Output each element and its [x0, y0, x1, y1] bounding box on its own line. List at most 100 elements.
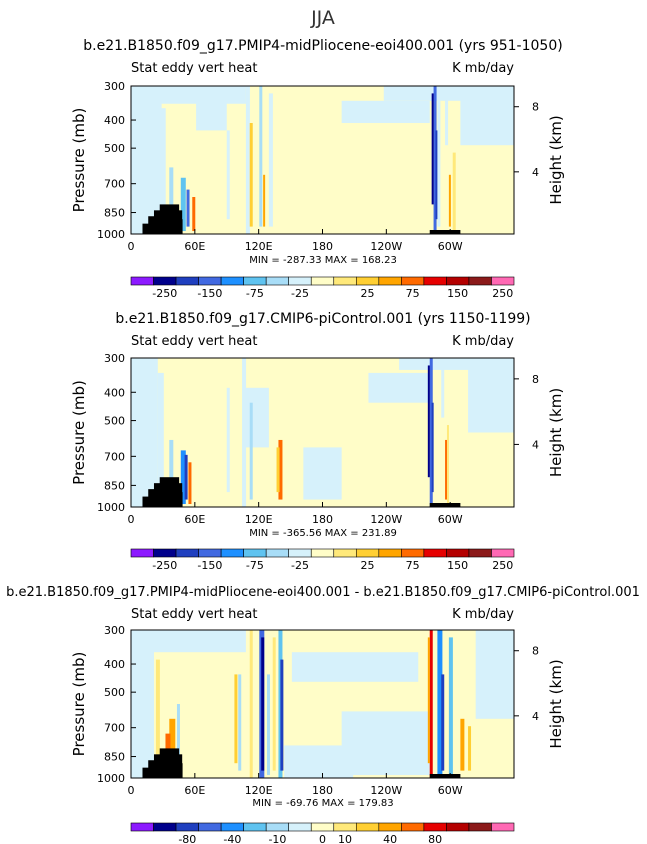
colorbar-label: -40: [223, 833, 241, 844]
field-feature: [226, 130, 230, 220]
colorbar-cell: [468, 548, 492, 558]
topography: [429, 774, 461, 778]
y-tick-label: 400: [104, 386, 125, 399]
x-tick-label: 60W: [438, 513, 463, 526]
colorbar-cell: [310, 822, 335, 832]
right-string: K mb/day: [452, 607, 514, 622]
field-patch: [303, 447, 342, 500]
field-feature: [245, 86, 250, 234]
colorbar-cell: [153, 822, 177, 832]
x-tick-label: 120E: [245, 240, 273, 253]
field-feature: [437, 100, 441, 227]
field-feature: [192, 197, 196, 232]
field-feature: [272, 637, 276, 771]
field-feature: [437, 630, 443, 778]
y-tick-label: 400: [104, 114, 125, 127]
field-feature: [188, 462, 192, 505]
colorbar-cell: [423, 276, 447, 286]
colorbar-label: 150: [447, 287, 468, 300]
colorbar-label: 0: [319, 833, 326, 844]
y-tick-label: 300: [104, 624, 125, 637]
colorbar-cell: [288, 548, 312, 558]
field-feature: [169, 718, 176, 771]
y-axis-label: Pressure (mb): [70, 380, 88, 485]
field-patch: [341, 711, 430, 776]
colorbar-label: 250: [492, 559, 513, 572]
y-tick-label: 850: [104, 207, 125, 220]
colorbar-label: -25: [291, 287, 309, 300]
field-patch: [196, 86, 227, 131]
y-axis-label: Pressure (mb): [70, 108, 88, 213]
colorbar-cell: [423, 548, 447, 558]
colorbar-cell: [401, 276, 425, 286]
colorbar-cell: [220, 276, 244, 286]
field-feature: [452, 152, 456, 232]
colorbar-cell: [198, 276, 222, 286]
field-feature: [186, 189, 190, 227]
colorbar-cell: [446, 276, 470, 286]
field-feature: [159, 108, 166, 220]
field-feature: [234, 674, 238, 764]
y2-tick-label: 4: [532, 438, 539, 451]
colorbar-label: 250: [492, 287, 513, 300]
y2-tick-label: 4: [532, 166, 539, 179]
colorbar-label: 75: [406, 559, 420, 572]
y-tick-label: 1000: [97, 501, 125, 514]
colorbar-cell: [333, 276, 357, 286]
field-feature: [448, 637, 453, 776]
x-tick-label: 120W: [370, 513, 402, 526]
field-patch: [368, 372, 430, 403]
left-string: Stat eddy vert heat: [131, 334, 257, 349]
colorbar-label: 25: [361, 287, 375, 300]
min-max-stats: MIN = -287.33 MAX = 168.23: [249, 255, 397, 266]
colorbar-label: 75: [406, 287, 420, 300]
field-feature: [169, 439, 174, 500]
y-tick-label: 850: [104, 751, 125, 764]
colorbar-label: 80: [428, 833, 442, 844]
field-patch: [475, 630, 514, 719]
colorbar-cell: [265, 276, 290, 286]
field-patch: [131, 630, 154, 778]
x-tick-label: 60E: [184, 513, 205, 526]
colorbar-cell: [130, 276, 154, 286]
field-feature: [446, 425, 449, 505]
y-tick-label: 500: [104, 415, 125, 428]
colorbar-cell: [446, 548, 470, 558]
field-feature: [184, 454, 188, 500]
left-string: Stat eddy vert heat: [131, 607, 257, 622]
figure-title: JJA: [310, 7, 335, 29]
x-tick-label: 0: [128, 513, 135, 526]
panel-3: b.e21.B1850.f09_g17.PMIP4-midPliocene-eo…: [6, 585, 640, 844]
field-feature: [441, 358, 445, 418]
field-feature: [445, 86, 449, 146]
y-tick-label: 700: [104, 450, 125, 463]
colorbar-label: 40: [383, 833, 397, 844]
panel-title: b.e21.B1850.f09_g17.PMIP4-midPliocene-eo…: [83, 38, 562, 54]
panel-title: b.e21.B1850.f09_g17.CMIP6-piControl.001 …: [115, 311, 530, 327]
field-feature: [249, 123, 253, 227]
colorbar-label: -250: [152, 287, 177, 300]
colorbar-cell: [198, 822, 222, 832]
field-patch: [131, 630, 246, 653]
field-patch: [291, 652, 419, 682]
y-tick-label: 700: [104, 722, 125, 735]
field-feature: [226, 387, 230, 493]
x-tick-label: 60W: [438, 784, 463, 797]
field-feature: [441, 674, 445, 771]
topography: [429, 503, 461, 507]
y-tick-label: 300: [104, 352, 125, 365]
field-feature: [431, 402, 434, 493]
y2-tick-label: 8: [532, 101, 539, 114]
panel-title: b.e21.B1850.f09_g17.PMIP4-midPliocene-eo…: [6, 585, 640, 600]
colorbar-cell: [153, 548, 177, 558]
y2-axis-label: Height (km): [547, 115, 565, 204]
y2-axis-label: Height (km): [547, 659, 565, 748]
x-tick-label: 180: [312, 240, 333, 253]
field-feature: [429, 358, 433, 507]
field-patch: [468, 358, 514, 433]
field-feature: [169, 167, 174, 227]
field-feature: [280, 659, 284, 771]
colorbar-cell: [378, 548, 402, 558]
colorbar-cell: [220, 548, 244, 558]
field-feature: [263, 174, 266, 227]
